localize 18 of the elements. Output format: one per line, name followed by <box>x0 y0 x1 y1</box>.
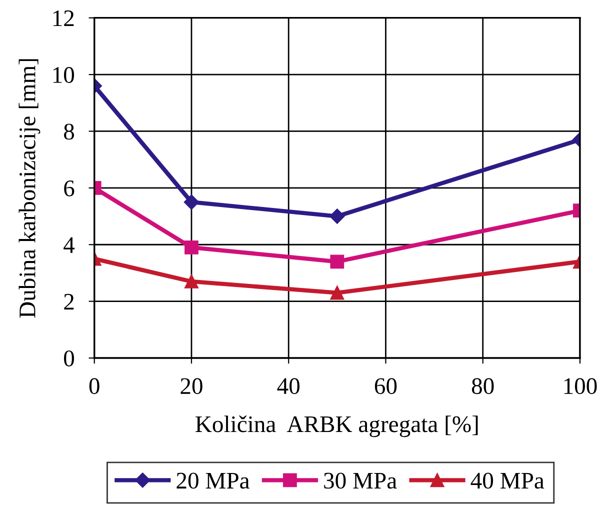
y-tick-label: 6 <box>64 180 74 196</box>
y-tick-label: 0 <box>64 350 74 366</box>
legend-label: 30 MPa <box>324 472 397 489</box>
x-tick-label: 20 <box>180 378 202 394</box>
x-tick-label: 40 <box>277 378 300 394</box>
x-tick-label: 0 <box>89 378 100 394</box>
y-tick-label: 10 <box>53 67 74 83</box>
y-tick-label: 4 <box>64 237 75 253</box>
x-axis-title: Količina ARBK agregata [%] <box>196 416 478 438</box>
x-tick-label: 100 <box>564 378 597 394</box>
y-tick-label: 12 <box>53 10 74 26</box>
legend-label: 40 MPa <box>470 472 544 489</box>
y-tick-label: 2 <box>64 294 74 310</box>
x-tick-label: 60 <box>374 378 397 394</box>
y-tick-label: 8 <box>64 124 74 140</box>
x-tick-label: 80 <box>472 378 494 394</box>
legend-label: 20 MPa <box>176 472 250 489</box>
y-axis-title: Dubina karbonizacije [mm] <box>18 59 40 318</box>
